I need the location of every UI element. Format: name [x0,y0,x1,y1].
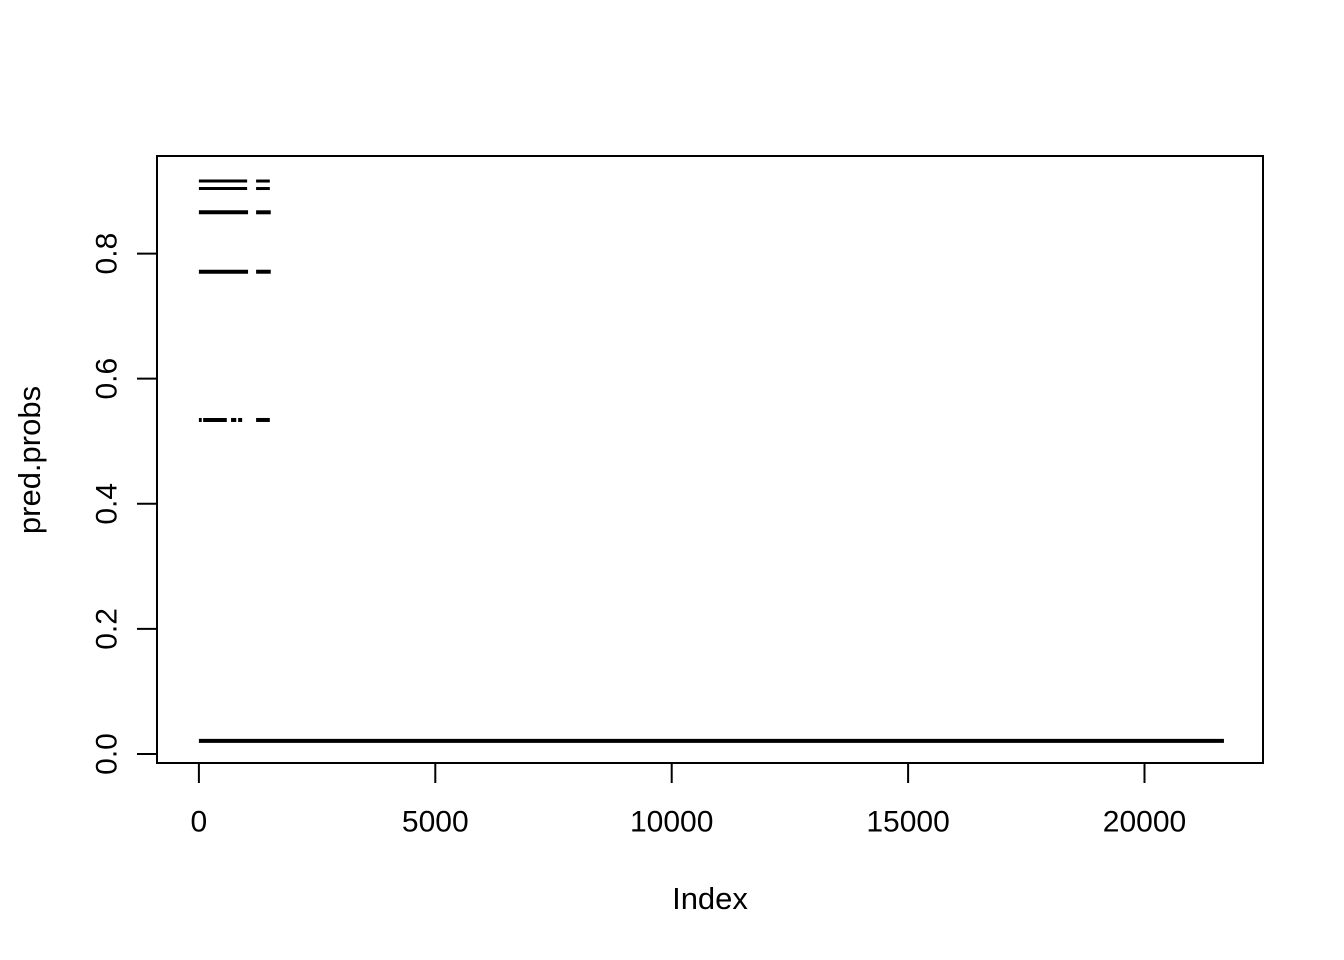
x-tick-label: 20000 [1103,806,1186,839]
plot-box [156,155,1264,764]
y-axis-title: pred.probs [12,385,47,535]
x-axis-title: Index [672,881,748,916]
y-tick-label: 0.0 [91,733,124,775]
x-tick-label: 5000 [402,806,469,839]
y-tick-label: 0.6 [91,358,124,400]
y-tick-label: 0.8 [91,233,124,275]
x-tick-label: 10000 [630,806,713,839]
x-tick-label: 15000 [866,806,949,839]
x-tick-label: 0 [191,806,208,839]
y-tick-label: 0.4 [91,483,124,525]
y-tick-label: 0.2 [91,608,124,650]
